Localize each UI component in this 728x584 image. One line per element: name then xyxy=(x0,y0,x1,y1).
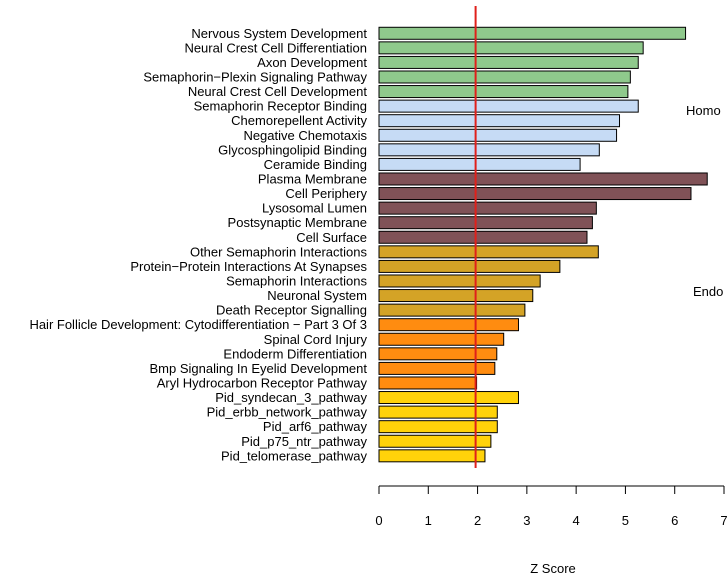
x-tick-label: 0 xyxy=(375,513,382,528)
bar xyxy=(378,434,492,448)
bar xyxy=(378,318,519,332)
category-label: Semaphorin Interactions xyxy=(226,273,367,288)
category-label: Pid_p75_ntr_pathway xyxy=(241,434,367,449)
category-label: Hair Follicle Development: Cytodifferent… xyxy=(29,317,367,332)
bar xyxy=(378,143,600,157)
category-label: Postsynaptic Membrane xyxy=(228,215,367,230)
category-label: Ceramide Binding xyxy=(264,157,367,172)
x-tick-label: 2 xyxy=(474,513,481,528)
bar xyxy=(378,128,618,142)
category-label: Glycosphingolipid Binding xyxy=(218,142,367,157)
bar xyxy=(378,376,478,390)
bar xyxy=(378,420,498,434)
bars-layer xyxy=(378,26,708,463)
x-tick-label: 4 xyxy=(573,513,580,528)
bar xyxy=(378,99,639,113)
category-label: Neural Crest Cell Differentiation xyxy=(184,40,367,55)
x-tick-label: 1 xyxy=(425,513,432,528)
category-label: Spinal Cord Injury xyxy=(264,332,368,347)
bar xyxy=(378,405,498,419)
bar xyxy=(378,449,486,463)
category-label: Pid_erbb_network_pathway xyxy=(207,405,368,420)
category-label: Semaphorin Receptor Binding xyxy=(194,99,367,114)
bar xyxy=(378,201,597,215)
bar xyxy=(378,274,541,288)
bar xyxy=(378,289,534,303)
x-tick-label: 6 xyxy=(671,513,678,528)
category-label: Pid_telomerase_pathway xyxy=(221,448,367,463)
category-label: Lysosomal Lumen xyxy=(262,201,367,216)
bar xyxy=(378,55,639,69)
bar xyxy=(378,157,581,171)
bar xyxy=(378,41,644,55)
x-axis: 0 1 2 3 4 5 6 7 xyxy=(375,485,728,528)
bar xyxy=(378,85,629,99)
category-label: Pid_syndecan_3_pathway xyxy=(215,390,367,405)
category-label: Negative Chemotaxis xyxy=(243,128,367,143)
bar xyxy=(378,114,621,128)
x-axis-title: Z Score xyxy=(530,561,576,576)
category-label: Axon Development xyxy=(257,55,367,70)
category-label: Neural Crest Cell Development xyxy=(188,84,368,99)
bar xyxy=(378,259,561,273)
category-label: Semaphorin−Plexin Signaling Pathway xyxy=(143,70,367,85)
category-label: Cell Surface xyxy=(296,230,367,245)
category-label: Aryl Hydrocarbon Receptor Pathway xyxy=(157,375,368,390)
bar xyxy=(378,245,599,259)
bar xyxy=(378,216,593,230)
category-label: Pid_arf6_pathway xyxy=(263,419,368,434)
bar xyxy=(378,172,708,186)
category-label: Bmp Signaling In Eyelid Development xyxy=(149,361,367,376)
bar xyxy=(378,70,631,84)
category-label: Plasma Membrane xyxy=(258,171,367,186)
bar xyxy=(378,361,496,375)
category-label: Other Semaphorin Interactions xyxy=(190,244,368,259)
bar xyxy=(378,332,505,346)
category-label: Chemorepellent Activity xyxy=(231,113,367,128)
bar xyxy=(378,26,687,40)
category-label: Protein−Protein Interactions At Synapses xyxy=(130,259,367,274)
x-tick-label: 7 xyxy=(720,513,727,528)
category-label: Death Receptor Signalling xyxy=(216,303,367,318)
bar xyxy=(378,230,588,244)
side-label-homo: Homo xyxy=(686,103,721,118)
side-label-endo: Endo xyxy=(693,284,723,299)
category-label: Cell Periphery xyxy=(285,186,367,201)
category-label: Nervous System Development xyxy=(191,26,367,41)
category-label: Endoderm Differentiation xyxy=(223,346,367,361)
bar xyxy=(378,187,692,201)
bar xyxy=(378,347,498,361)
x-tick-label: 5 xyxy=(622,513,629,528)
bar xyxy=(378,303,526,317)
category-label: Neuronal System xyxy=(267,288,367,303)
bar xyxy=(378,391,519,405)
x-tick-label: 3 xyxy=(523,513,530,528)
